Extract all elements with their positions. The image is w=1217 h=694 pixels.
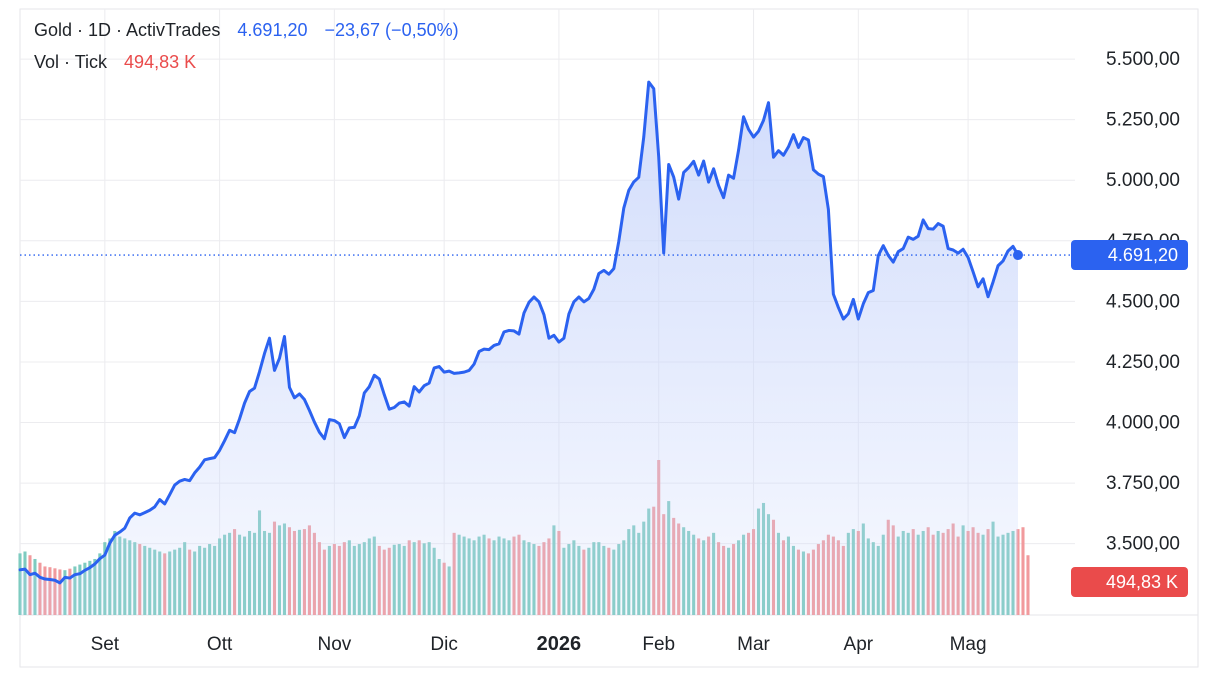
y-tick-label: 5.500,00 xyxy=(1106,49,1180,70)
x-tick-label: Set xyxy=(91,634,120,655)
y-tick-label: 3.750,00 xyxy=(1106,473,1180,494)
x-tick-label: Feb xyxy=(642,634,675,655)
x-tick-label: Mar xyxy=(737,634,770,655)
legend-volume-row: Vol · Tick 494,83 K xyxy=(34,52,208,73)
x-tick-label: Apr xyxy=(844,634,874,655)
x-tick-label: 2026 xyxy=(537,633,582,655)
volume-indicator-label: Vol · Tick xyxy=(34,52,108,72)
volume-axis-badge: 494,83 K xyxy=(1071,567,1188,597)
volume-bar xyxy=(1021,527,1025,615)
last-price-marker xyxy=(1013,250,1023,261)
price-area-fill xyxy=(20,82,1018,616)
x-tick-label: Nov xyxy=(317,634,351,655)
price-line xyxy=(18,80,1020,585)
volume-value-label: 494,83 K xyxy=(124,52,197,72)
x-tick-label: Mag xyxy=(950,634,987,655)
last-price-label: 4.691,20 xyxy=(237,20,308,40)
chart-border xyxy=(19,8,1199,668)
volume-bar xyxy=(1026,555,1030,615)
x-tick-label: Dic xyxy=(430,634,457,655)
y-tick-label: 4.500,00 xyxy=(1106,291,1180,312)
y-tick-label: 4.000,00 xyxy=(1106,413,1180,434)
y-tick-label: 5.000,00 xyxy=(1106,170,1180,191)
price-area xyxy=(18,80,1075,616)
symbol-label: Gold · 1D · ActivTrades xyxy=(34,20,221,40)
price-change-label: −23,67 (−0,50%) xyxy=(324,20,459,40)
y-tick-label: 3.500,00 xyxy=(1106,534,1180,555)
y-tick-label: 5.250,00 xyxy=(1106,110,1180,131)
legend-symbol-row: Gold · 1D · ActivTrades 4.691,20 −23,67 … xyxy=(34,20,471,41)
y-tick-label: 4.250,00 xyxy=(1106,352,1180,373)
x-tick-label: Ott xyxy=(207,634,233,655)
price-axis-badge: 4.691,20 xyxy=(1071,240,1188,271)
